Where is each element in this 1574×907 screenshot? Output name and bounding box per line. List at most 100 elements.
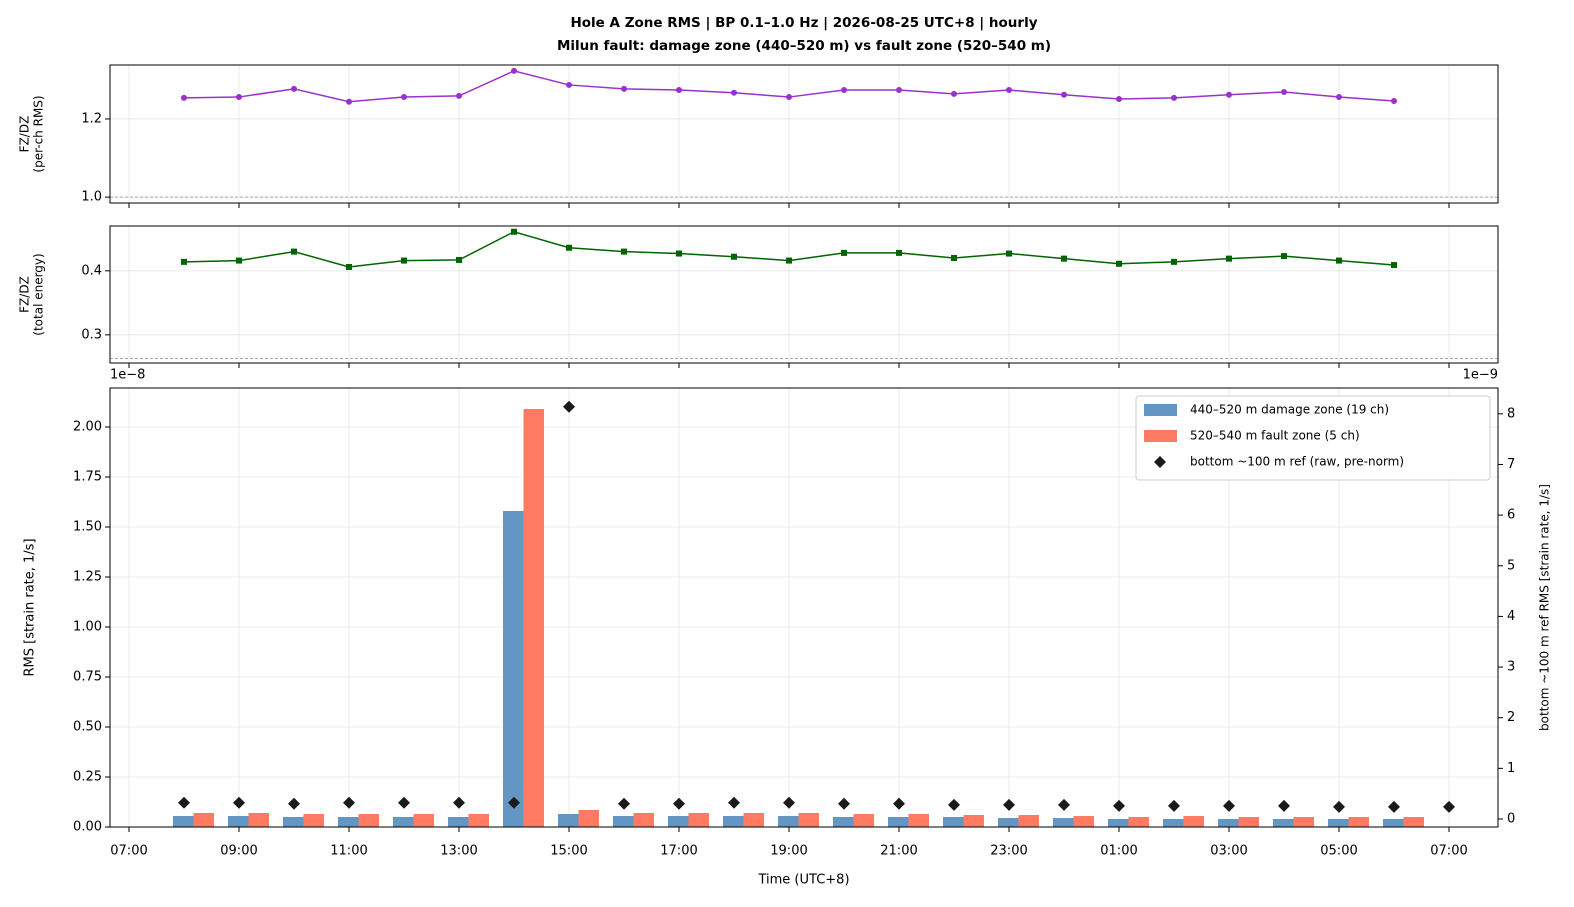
y2-offset-label: 1e−9 [1463, 368, 1498, 383]
y-offset-label: 1e−8 [110, 368, 145, 383]
point [1443, 800, 1455, 813]
point [728, 796, 740, 809]
point [1171, 258, 1177, 265]
bar [448, 817, 469, 827]
point [236, 257, 242, 264]
point [1281, 88, 1287, 95]
point [181, 258, 187, 265]
point [621, 85, 627, 92]
point [456, 256, 462, 263]
legend-label: 440–520 m damage zone (19 ch) [1190, 403, 1389, 417]
point [1333, 800, 1345, 813]
y-tick-label: 0.50 [73, 720, 102, 735]
y-tick-label: 0.00 [73, 820, 102, 835]
bar [1128, 817, 1149, 827]
y-tick-label: 0.3 [81, 327, 102, 342]
point [563, 400, 575, 413]
chart-title: Hole A Zone RMS | BP 0.1–1.0 Hz | 2026-0… [570, 15, 1037, 31]
point [676, 87, 682, 94]
point [288, 797, 300, 810]
point [618, 797, 630, 810]
point [566, 244, 572, 251]
x-tick-label: 05:00 [1320, 844, 1357, 859]
point [731, 89, 737, 96]
legend: 440–520 m damage zone (19 ch) 520–540 m f… [1135, 395, 1491, 481]
y2-tick-label: 4 [1507, 609, 1515, 624]
bar [723, 816, 744, 827]
x-tick-label: 15:00 [550, 844, 587, 859]
y2-tick-label: 8 [1507, 406, 1515, 421]
point [1113, 799, 1125, 812]
point [178, 796, 190, 809]
y2-tick-label: 6 [1507, 508, 1515, 523]
point [1226, 91, 1232, 98]
point [1281, 253, 1287, 260]
bar [613, 816, 634, 827]
bar [963, 815, 984, 827]
y-tick-label: 1.75 [73, 470, 102, 485]
bar [668, 816, 689, 827]
point [1388, 800, 1400, 813]
bar [1218, 819, 1239, 827]
point [951, 255, 957, 262]
bar [1053, 818, 1074, 827]
point [236, 94, 242, 101]
y-axis-label: (total energy) [32, 253, 46, 335]
point [731, 253, 737, 260]
point [181, 94, 187, 101]
bar [1018, 815, 1039, 827]
point [1226, 255, 1232, 262]
point [621, 248, 627, 255]
axes-frame [109, 387, 1499, 828]
point [841, 249, 847, 256]
y2-tick-label: 7 [1507, 457, 1515, 472]
bar [523, 409, 544, 827]
point [786, 257, 792, 264]
point [948, 798, 960, 811]
bar [558, 814, 579, 827]
y2-axis-label: bottom ~100 m ref RMS [strain rate, 1/s] [1538, 484, 1552, 731]
chart-title: Milun fault: damage zone (440–520 m) vs … [557, 38, 1051, 54]
y-tick-label: 0.4 [81, 263, 102, 278]
x-tick-label: 17:00 [660, 844, 697, 859]
bar [393, 817, 414, 827]
point [786, 94, 792, 101]
x-tick-label: 01:00 [1100, 844, 1137, 859]
point [1278, 799, 1290, 812]
point [343, 796, 355, 809]
y-tick-label: 1.2 [81, 111, 102, 126]
bar [303, 814, 324, 827]
legend-swatch [1144, 430, 1177, 442]
bar [633, 813, 654, 827]
bar [1183, 816, 1204, 827]
legend-label: 520–540 m fault zone (5 ch) [1190, 429, 1360, 443]
y-tick-label: 1.00 [73, 620, 102, 635]
point [398, 796, 410, 809]
x-tick-label: 19:00 [770, 844, 807, 859]
bar [1273, 819, 1294, 827]
x-tick-label: 11:00 [330, 844, 367, 859]
bar [1383, 819, 1404, 827]
bar [338, 817, 359, 827]
y-tick-label: 1.0 [81, 190, 102, 205]
y2-tick-label: 2 [1507, 710, 1515, 725]
point [676, 250, 682, 257]
point [1391, 97, 1397, 104]
point [1003, 798, 1015, 811]
point [511, 228, 517, 235]
bar [798, 813, 819, 827]
x-tick-label: 09:00 [220, 844, 257, 859]
x-tick-label: 21:00 [880, 844, 917, 859]
point [1391, 262, 1397, 269]
y-tick-label: 1.50 [73, 520, 102, 535]
point [1116, 96, 1122, 103]
bar [1108, 819, 1129, 827]
legend-marker [1154, 456, 1166, 468]
x-tick-label: 07:00 [1430, 844, 1467, 859]
bar [228, 816, 249, 827]
x-tick-label: 13:00 [440, 844, 477, 859]
axes-frame [109, 225, 1499, 364]
point [896, 249, 902, 256]
y-axis-label: FZ/DZ [18, 116, 32, 153]
